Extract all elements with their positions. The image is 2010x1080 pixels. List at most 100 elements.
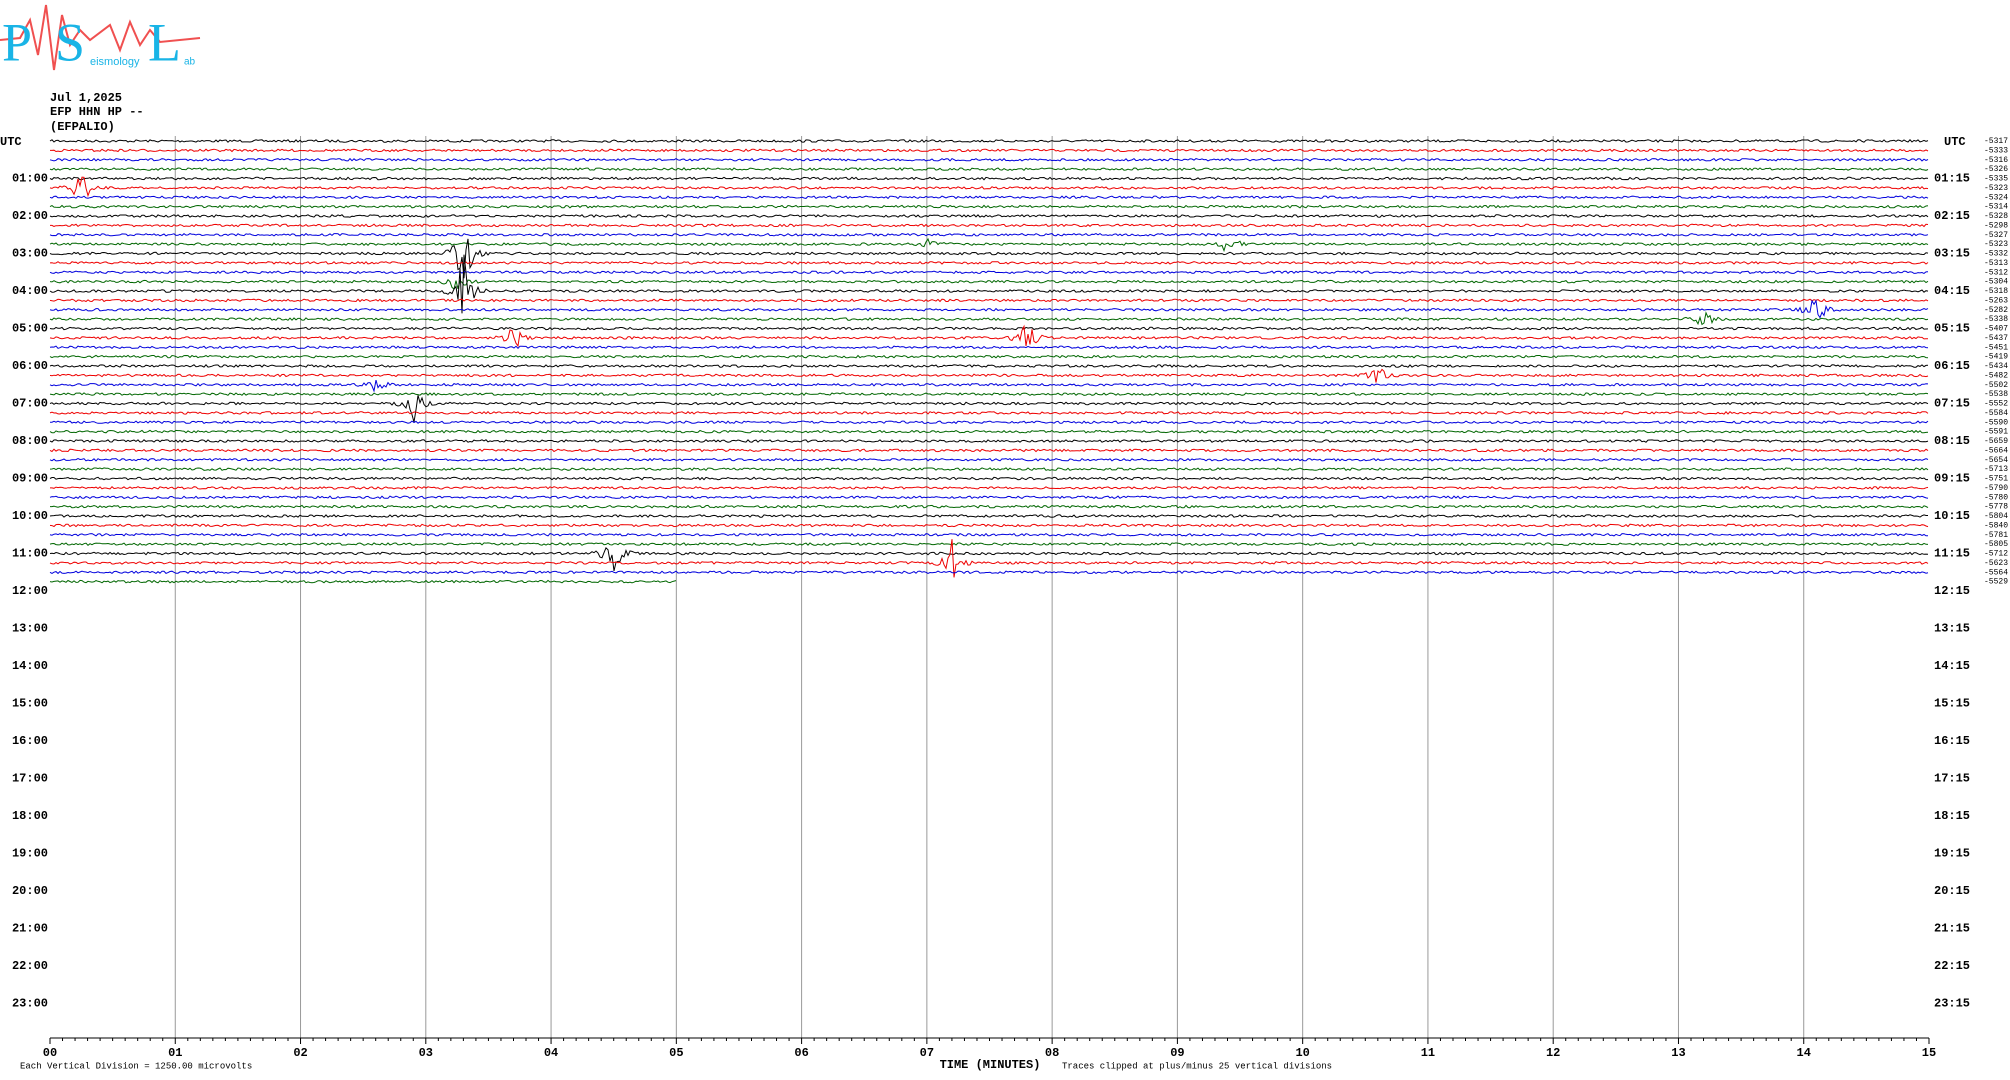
- trace: [49, 570, 1929, 575]
- trace-offset: -5323: [1984, 184, 2008, 193]
- trace-offset: -5751: [1984, 475, 2008, 484]
- hour-label: 04:00: [12, 284, 48, 298]
- date: Jul 1,2025: [50, 91, 122, 105]
- trace-offset: -5434: [1984, 362, 2008, 371]
- trace-offset: -5324: [1984, 193, 2008, 202]
- trace-offset: -5654: [1984, 456, 2008, 465]
- hour-label: 14:15: [1934, 659, 1970, 673]
- trace-offset: -5482: [1984, 371, 2008, 380]
- trace: [50, 223, 1929, 228]
- right-axis-title: UTC: [1944, 135, 1966, 149]
- hour-label: 13:15: [1934, 622, 1970, 636]
- trace-offset: -5664: [1984, 446, 2008, 455]
- trace-offset: -5312: [1984, 268, 2008, 277]
- hour-label: 10:00: [12, 509, 48, 523]
- x-tick-label: 03: [419, 1046, 433, 1060]
- trace-offset: -5316: [1984, 156, 2008, 165]
- trace-offset: -5780: [1984, 493, 2008, 502]
- hour-label: 22:00: [12, 959, 48, 973]
- hour-label: 12:00: [12, 584, 48, 598]
- trace-offset: -5437: [1984, 334, 2008, 343]
- trace: [49, 311, 1929, 326]
- x-tick-label: 13: [1671, 1046, 1685, 1060]
- hour-label: 07:00: [12, 397, 48, 411]
- trace: [49, 324, 1929, 348]
- hour-label: 22:15: [1934, 959, 1970, 973]
- x-tick-label: 15: [1922, 1046, 1936, 1060]
- trace: [49, 237, 1929, 253]
- trace-offset: -5304: [1984, 278, 2008, 287]
- hour-label: 16:00: [12, 734, 48, 748]
- trace-offset: -5712: [1984, 550, 2008, 559]
- trace: [49, 532, 1929, 537]
- channel: EFP HHN HP --: [50, 105, 144, 119]
- trace-offset: -5323: [1984, 240, 2008, 249]
- trace: [49, 238, 1929, 279]
- trace-offset: -5805: [1984, 540, 2008, 549]
- trace: [49, 542, 1929, 546]
- trace: [49, 448, 1929, 453]
- trace: [49, 457, 1929, 462]
- hour-label: 08:15: [1934, 434, 1970, 448]
- trace-offset: -5778: [1984, 503, 2008, 512]
- logo-letter: L: [148, 12, 181, 72]
- trace: [49, 167, 1929, 172]
- hour-label: 02:15: [1934, 209, 1970, 223]
- hour-label: 05:15: [1934, 322, 1970, 336]
- hour-label: 10:15: [1934, 509, 1970, 523]
- hour-label: 13:00: [12, 622, 48, 636]
- trace: [49, 379, 1929, 393]
- x-tick-label: 12: [1546, 1046, 1560, 1060]
- hour-label: 02:00: [12, 209, 48, 223]
- x-tick-label: 01: [168, 1046, 182, 1060]
- hour-label: 20:15: [1934, 884, 1970, 898]
- hour-label: 18:00: [12, 809, 48, 823]
- trace-offset: -5407: [1984, 325, 2008, 334]
- trace: [49, 579, 677, 584]
- trace: [49, 214, 1929, 218]
- hour-label: 11:00: [12, 547, 48, 561]
- hour-label: 03:15: [1934, 247, 1970, 261]
- trace: [49, 278, 1929, 290]
- trace-offset: -5659: [1984, 437, 2008, 446]
- hour-label: 08:00: [12, 434, 48, 448]
- logo-word: eismology: [90, 56, 140, 68]
- trace: [49, 326, 1929, 331]
- logo-letter: S: [55, 12, 85, 72]
- x-tick-label: 09: [1170, 1046, 1184, 1060]
- trace: [49, 176, 1929, 181]
- hour-label: 21:15: [1934, 922, 1970, 936]
- trace: [49, 270, 1929, 275]
- hour-label: 19:00: [12, 847, 48, 861]
- trace: [49, 495, 1929, 500]
- trace-offset: -5313: [1984, 259, 2008, 268]
- x-tick-label: 08: [1045, 1046, 1059, 1060]
- trace: [49, 176, 1929, 198]
- hour-label: 17:15: [1934, 772, 1970, 786]
- x-tick-label: 07: [920, 1046, 934, 1060]
- logo: P S L eismology ab: [0, 4, 201, 72]
- hour-label: 06:00: [12, 359, 48, 373]
- logo-wave: [0, 4, 201, 71]
- trace: [49, 392, 1929, 397]
- hour-label: 18:15: [1934, 809, 1970, 823]
- trace: [49, 299, 1929, 319]
- x-tick-label: 10: [1295, 1046, 1309, 1060]
- trace: [49, 410, 1929, 415]
- hour-label: 05:00: [12, 322, 48, 336]
- trace: [49, 439, 1929, 443]
- trace-offset: -5451: [1984, 343, 2008, 352]
- trace: [50, 485, 1929, 490]
- x-tick-label: 06: [794, 1046, 808, 1060]
- x-tick-label: 00: [43, 1046, 57, 1060]
- trace: [49, 429, 1929, 434]
- hour-label: 12:15: [1934, 584, 1970, 598]
- trace-offset: -5538: [1984, 390, 2008, 399]
- trace-offset: -5529: [1984, 578, 2008, 587]
- trace-offset: -5327: [1984, 231, 2008, 240]
- x-tick-label: 11: [1421, 1046, 1435, 1060]
- trace-offset: -5318: [1984, 287, 2008, 296]
- x-axis-title: TIME (MINUTES): [940, 1058, 1041, 1072]
- hour-label: 07:15: [1934, 397, 1970, 411]
